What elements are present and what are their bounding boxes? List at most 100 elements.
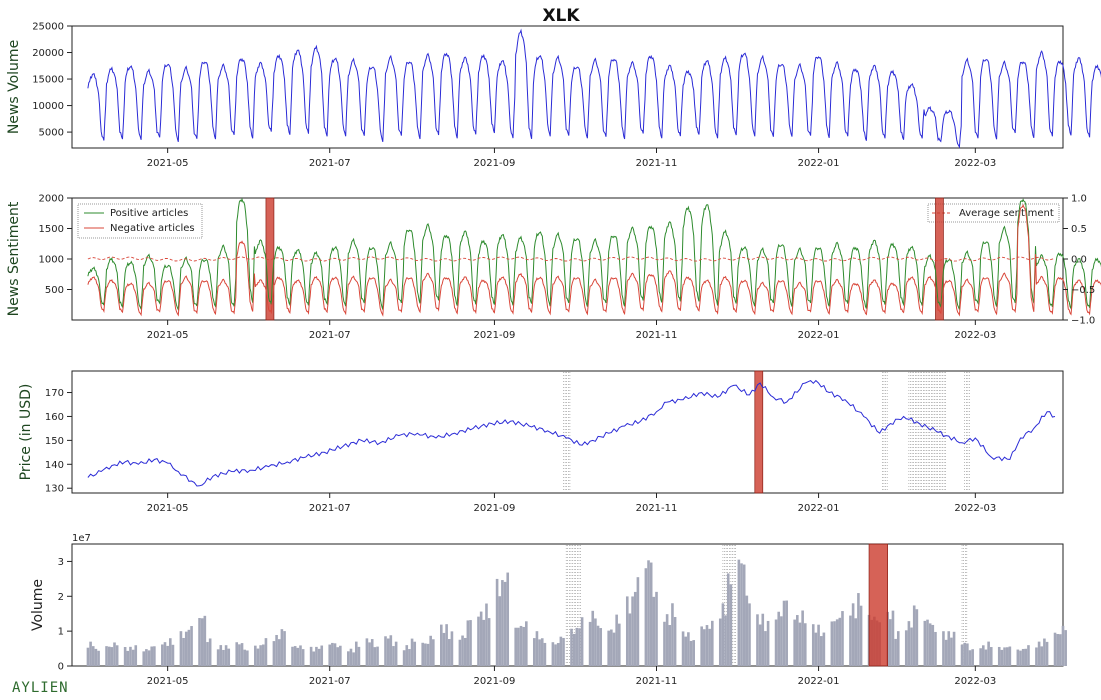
news-volume-ytick-label: 15000 <box>32 75 64 86</box>
volume-bar <box>718 618 722 666</box>
volume-bar <box>315 646 318 666</box>
volume-bar <box>737 559 741 666</box>
volume-bar <box>169 638 172 666</box>
volume-bar <box>161 644 164 666</box>
volume-bar <box>206 642 209 666</box>
news-volume-ytick-label: 20000 <box>32 48 64 59</box>
volume-bar <box>219 645 223 666</box>
volume-bar <box>389 635 393 666</box>
volume-bar <box>1043 638 1046 666</box>
volume-bar <box>113 642 116 666</box>
volume-bar <box>708 628 711 666</box>
news-volume-plot-area <box>71 25 1064 149</box>
sentiment-y2tick-label: 0.5 <box>1071 224 1087 235</box>
volume-bar <box>596 625 600 666</box>
volume-bar <box>580 617 584 666</box>
volume-bar <box>700 626 703 666</box>
volume-bar <box>410 638 414 666</box>
trading-volume-panel: Volume 1e7 2021-05 2021-07 2021-09 2021-11 2… <box>30 533 1067 687</box>
news-volume-panel: News Volume 2021-05 2021-07 2021-09 2021-11… <box>6 22 1101 169</box>
volume-bar <box>854 618 858 666</box>
volume-bar <box>424 643 427 666</box>
trading-volume-ytick-label: 3 <box>58 557 64 568</box>
brand-logo: AYLIEN <box>12 680 69 696</box>
volume-bar <box>803 623 807 666</box>
volume-bar <box>277 639 281 666</box>
volume-bar <box>1061 625 1065 666</box>
trading-volume-xtick-label: 2021-05 <box>147 676 189 687</box>
volume-bar <box>997 646 1001 666</box>
sentiment-highlight-band <box>935 197 944 321</box>
volume-bar <box>947 631 951 666</box>
volume-bar <box>830 621 834 666</box>
volume-bar <box>153 646 156 666</box>
news-sentiment-xtick-label: 2022-01 <box>798 330 840 341</box>
volume-bar <box>963 642 966 666</box>
volume-bar <box>171 644 175 666</box>
volume-bar <box>859 605 863 666</box>
sentiment-y2tick-label: −0.5 <box>1071 285 1095 296</box>
volume-bar <box>758 624 762 666</box>
volume-bar <box>413 641 417 666</box>
volume-bar <box>166 645 169 666</box>
volume-bar <box>896 631 900 666</box>
price-highlight-band <box>754 370 764 494</box>
volume-bar <box>150 646 154 666</box>
volume-bar <box>705 625 709 666</box>
legend-left: Positive articles Negative articles <box>77 203 203 239</box>
volume-bar <box>163 642 167 666</box>
news-volume-xtick-label: 2022-03 <box>954 158 996 169</box>
news-volume-xtick-label: 2021-07 <box>309 158 351 169</box>
price-ytick-label: 170 <box>45 388 64 399</box>
volume-bar <box>134 645 138 666</box>
volume-bar <box>479 611 483 666</box>
volume-bar <box>665 614 669 666</box>
volume-bar <box>801 610 804 666</box>
volume-bar <box>517 627 520 666</box>
volume-bar <box>591 610 595 666</box>
volume-bar <box>243 649 246 666</box>
volume-bar <box>432 639 435 666</box>
volume-bar <box>301 649 305 666</box>
volume-bar <box>793 619 796 666</box>
volume-bar <box>817 624 820 666</box>
news-volume-xtick-label: 2022-01 <box>798 158 840 169</box>
volume-bar <box>347 651 350 666</box>
volume-bar <box>636 577 640 666</box>
volume-bar <box>328 644 332 666</box>
volume-bar <box>796 615 799 666</box>
volume-bar <box>785 600 788 666</box>
volume-bar <box>910 627 913 666</box>
price-line <box>87 379 1056 487</box>
volume-bar <box>594 618 597 666</box>
volume-bar <box>299 645 302 666</box>
volume-bar <box>450 631 454 666</box>
volume-bar <box>841 611 844 666</box>
volume-bar <box>339 645 342 666</box>
volume-bar <box>208 638 212 666</box>
volume-bar <box>142 651 146 666</box>
volume-bar <box>1059 634 1062 666</box>
volume-bar <box>610 629 613 666</box>
volume-bar <box>931 624 935 666</box>
volume-bar <box>1053 632 1057 666</box>
volume-bar <box>86 647 90 666</box>
news-sentiment-ytick-label: 1500 <box>39 224 64 235</box>
volume-bar <box>200 618 204 666</box>
price-ylabel: Price (in USD) <box>18 384 34 481</box>
volume-bar <box>819 636 823 666</box>
trading-volume-ytick-label: 0 <box>58 662 64 673</box>
volume-bar <box>442 632 446 666</box>
volume-bar <box>838 617 842 666</box>
volume-bar <box>912 605 916 666</box>
sentiment-y2tick-label: 0.0 <box>1071 255 1087 266</box>
volume-bar <box>485 603 488 666</box>
volume-bar <box>123 647 127 666</box>
volume-bar <box>671 603 674 666</box>
volume-bar <box>293 646 297 666</box>
volume-bar <box>498 596 502 666</box>
news-sentiment-ytick-label: 500 <box>45 285 64 296</box>
volume-bar <box>729 584 733 666</box>
volume-bar <box>668 625 672 666</box>
news-sentiment-ytick-label: 2000 <box>39 194 64 205</box>
